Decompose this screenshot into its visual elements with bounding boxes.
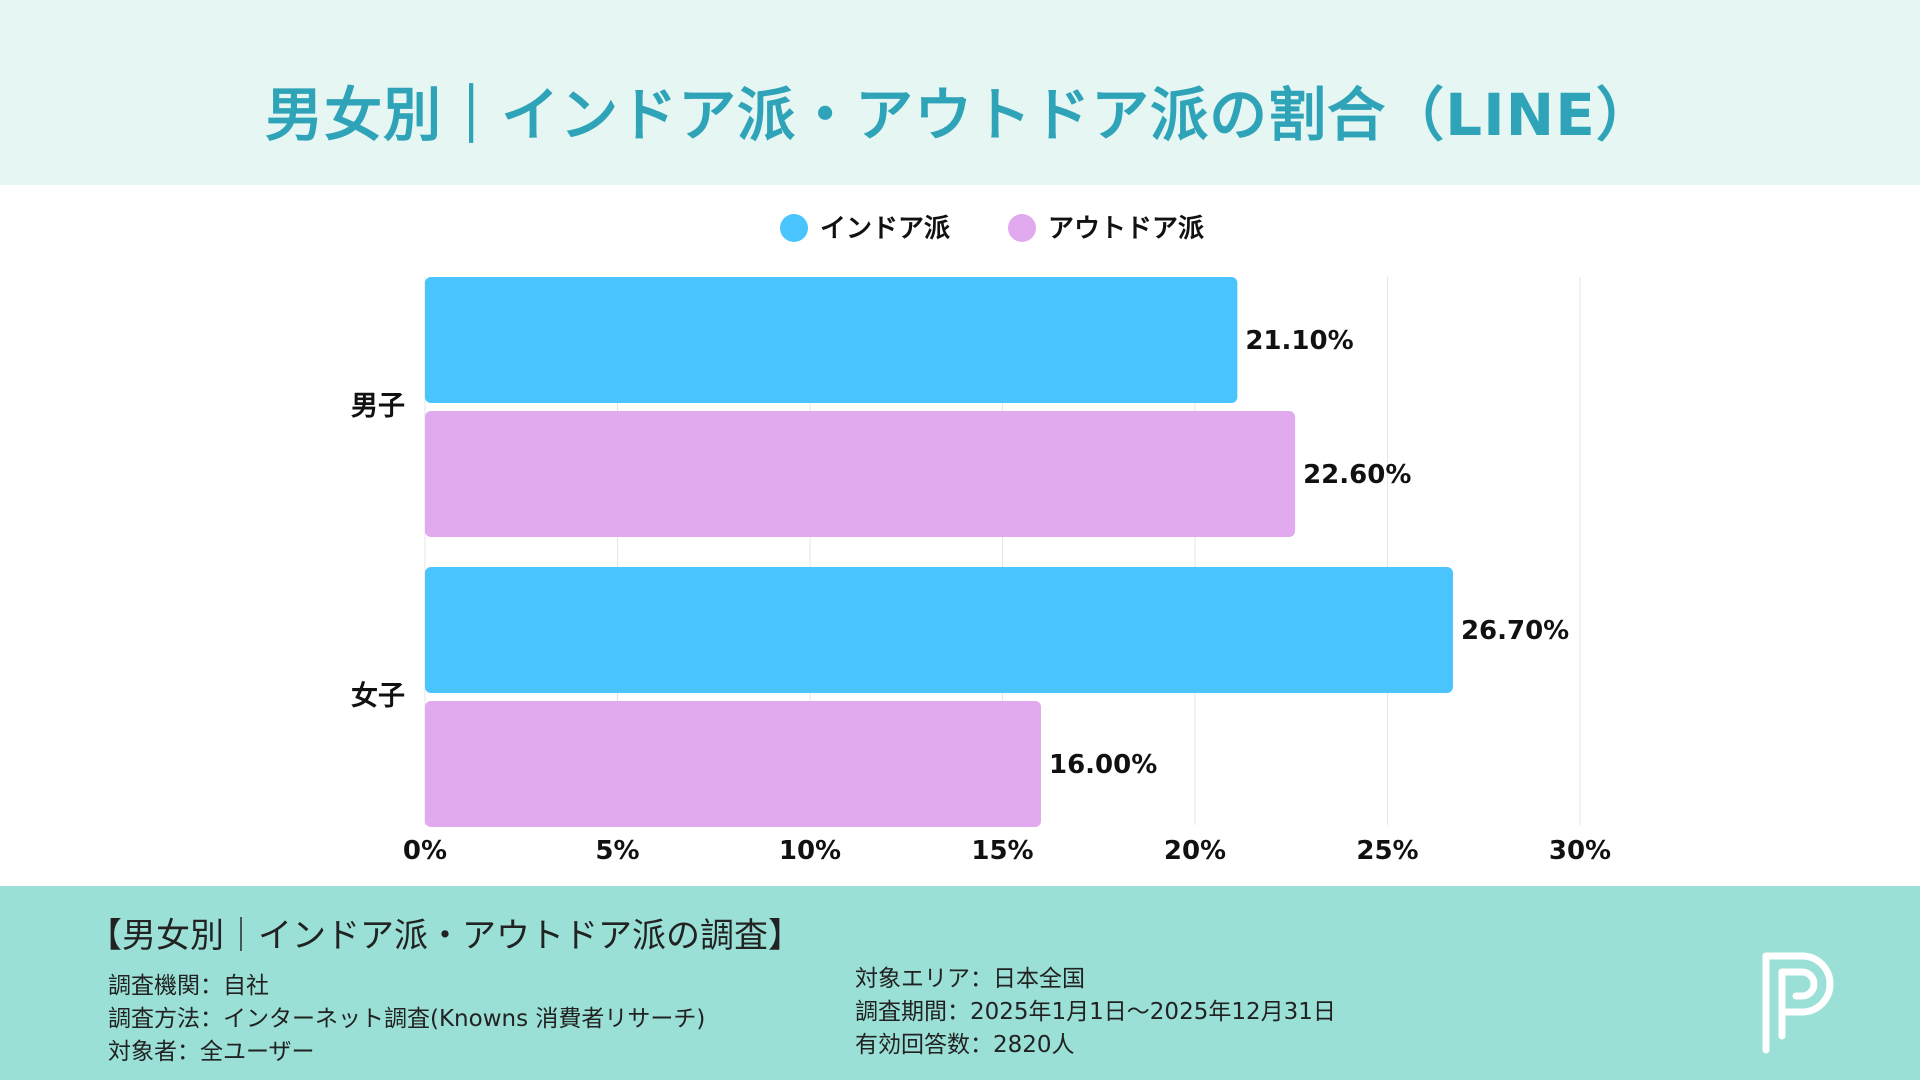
bar-outdoor-male: [425, 411, 1296, 537]
survey-area: 対象エリア：日本全国: [855, 966, 1085, 992]
x-tick-label: 0%: [403, 836, 447, 866]
legend-label: アウトドア派: [1048, 214, 1204, 244]
category-label: 女子: [351, 680, 405, 712]
bar-indoor-female: [425, 567, 1453, 693]
data-label: 21.10%: [1245, 326, 1353, 356]
survey-period: 調査期間：2025年1月1日〜2025年12月31日: [855, 999, 1336, 1025]
data-label: 16.00%: [1049, 750, 1157, 780]
category-label: 男子: [351, 391, 405, 422]
footer-band: 【男女別｜インドア派・アウトドア派の調査】 調査機関：自社 調査方法：インターネ…: [0, 886, 1920, 1080]
x-tick-label: 10%: [779, 836, 841, 866]
survey-responses: 有効回答数：2820人: [855, 1032, 1075, 1058]
survey-info-left: 調査機関：自社 調査方法：インターネット調査(Knowns 消費者リサーチ) 対…: [108, 970, 705, 1069]
x-tick-label: 20%: [1164, 836, 1226, 866]
legend-marker-indoor: [780, 214, 808, 242]
survey-method: 調査方法：インターネット調査(Knowns 消費者リサーチ): [108, 1006, 706, 1032]
data-label: 22.60%: [1303, 460, 1411, 490]
survey-title: 【男女別｜インドア派・アウトドア派の調査】: [88, 916, 802, 956]
survey-info-right: 対象エリア：日本全国 調査期間：2025年1月1日〜2025年12月31日 有効…: [855, 963, 1336, 1062]
x-tick-label: 5%: [595, 836, 639, 866]
bar-indoor-male: [425, 277, 1238, 403]
survey-organization: 調査機関：自社: [108, 973, 269, 999]
x-tick-label: 15%: [971, 836, 1033, 866]
bar-chart: 21.10% 22.60% 男子 26.70% 16.00% 女子 0% 5% 10% 15% 20…: [351, 214, 1611, 866]
page-title: 男女別｜インドア派・アウトドア派の割合（LINE）: [265, 81, 1655, 149]
x-tick-label: 25%: [1356, 836, 1418, 866]
legend-marker-outdoor: [1008, 214, 1036, 242]
header-band: 男女別｜インドア派・アウトドア派の割合（LINE）: [0, 0, 1920, 185]
brand-logo-icon: [1762, 952, 1834, 1054]
data-label: 26.70%: [1461, 616, 1569, 646]
survey-target: 対象者：全ユーザー: [108, 1039, 315, 1065]
bar-outdoor-female: [425, 701, 1041, 827]
legend-label: インドア派: [820, 214, 950, 244]
x-tick-label: 30%: [1549, 836, 1611, 866]
